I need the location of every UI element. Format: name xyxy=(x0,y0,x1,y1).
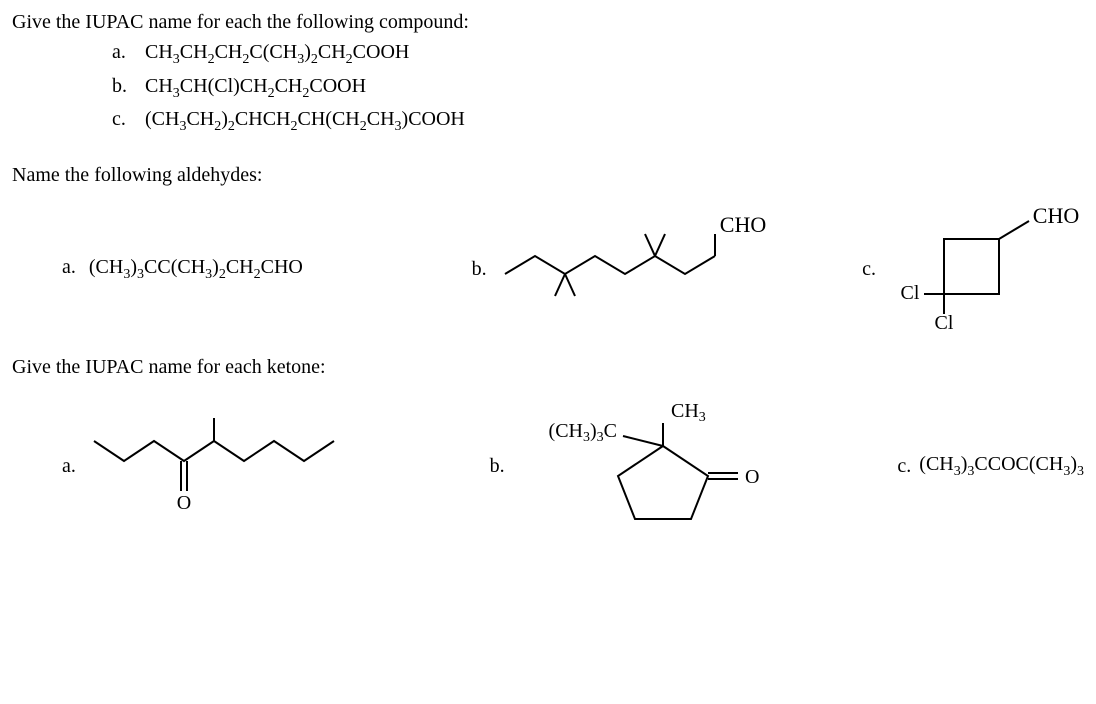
q1-a-formula: CH3CH2CH2C(CH3)2CH2COOH xyxy=(145,41,409,63)
q3-b-label: b. xyxy=(490,452,505,480)
q1-item-b: b. CH3CH(Cl)CH2CH2COOH xyxy=(112,72,1084,104)
q3-c-label: c. xyxy=(897,452,911,480)
q2-c-structure: Cl Cl CHO xyxy=(884,209,1084,329)
q1-prompt: Give the IUPAC name for each the followi… xyxy=(12,8,1084,36)
q3-b: b. O CH3 (CH3)3C xyxy=(490,401,898,531)
q2-a-formula: (CH3)3CC(CH3)2CH2CHO xyxy=(89,256,303,278)
q2-c-label: c. xyxy=(862,255,876,283)
q3-c-formula: (CH3)3CCOC(CH3)3 xyxy=(919,450,1084,482)
q2-b-label: b. xyxy=(472,255,487,283)
q3-a: a. O xyxy=(12,406,490,526)
q2-c: c. Cl Cl CHO xyxy=(862,209,1084,329)
q3-a-o: O xyxy=(177,492,191,514)
q1-item-a: a. CH3CH2CH2C(CH3)2CH2COOH xyxy=(112,38,1084,70)
q2-c-cl2: Cl xyxy=(935,312,954,334)
q3-a-label: a. xyxy=(62,452,76,480)
q1-c-formula: (CH3CH2)2CHCH2CH(CH2CH3)COOH xyxy=(145,108,465,130)
q3-b-structure: O CH3 (CH3)3C xyxy=(513,401,773,531)
q3-a-structure: O xyxy=(84,406,344,526)
q2-prompt: Name the following aldehydes: xyxy=(12,161,1084,189)
q3-b-ch3: CH3 xyxy=(671,400,706,425)
q1-a-label: a. xyxy=(112,38,140,66)
q3-b-o: O xyxy=(745,466,759,488)
q2-a-label: a. xyxy=(62,256,76,278)
q1-list: a. CH3CH2CH2C(CH3)2CH2COOH b. CH3CH(Cl)C… xyxy=(112,38,1084,137)
q3-row: a. O b. xyxy=(12,401,1084,531)
q2-row: a. (CH3)3CC(CH3)2CH2CHO b. CHO c. xyxy=(12,209,1084,329)
q2-c-cho: CHO xyxy=(1033,203,1079,228)
q1-b-formula: CH3CH(Cl)CH2CH2COOH xyxy=(145,75,366,97)
q2-b-structure: CHO xyxy=(495,214,795,324)
q2-a: a. (CH3)3CC(CH3)2CH2CHO xyxy=(12,253,472,285)
q2-b-cho: CHO xyxy=(719,212,765,237)
q1-item-c: c. (CH3CH2)2CHCH2CH(CH2CH3)COOH xyxy=(112,105,1084,137)
q1-b-label: b. xyxy=(112,72,140,100)
q2-c-cl1: Cl xyxy=(901,282,920,304)
q1-c-label: c. xyxy=(112,105,140,133)
q3-b-tbu: (CH3)3C xyxy=(548,420,616,445)
q3-c: c. (CH3)3CCOC(CH3)3 xyxy=(897,450,1084,482)
q2-b: b. CHO xyxy=(472,214,863,324)
q3-prompt: Give the IUPAC name for each ketone: xyxy=(12,353,1084,381)
